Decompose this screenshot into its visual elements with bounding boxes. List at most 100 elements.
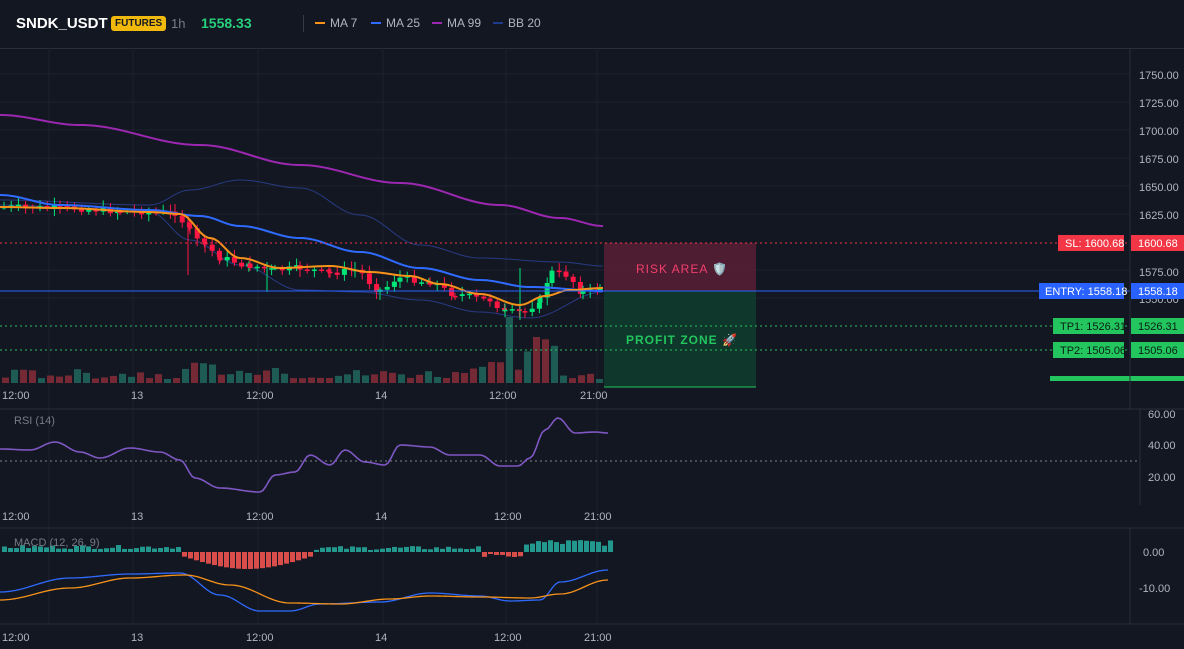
price-axis[interactable]: 1750.00 1725.00 1700.00 1675.00 1650.00 … [1129, 48, 1184, 410]
candle-body [224, 257, 230, 261]
volume-bar [83, 372, 90, 383]
ma25-line [0, 194, 604, 292]
candle-body [419, 282, 425, 284]
time-tick: 12:00 [2, 632, 30, 644]
candle-body [231, 257, 237, 263]
macd-histogram [2, 540, 613, 569]
macd-bar [494, 552, 499, 555]
macd-bar [584, 540, 589, 552]
volume-bar [146, 378, 153, 383]
macd-bar [122, 548, 127, 552]
volume-bar [398, 374, 405, 383]
candle-body [186, 222, 192, 228]
time-tick: 12:00 [246, 511, 274, 523]
volume-bar [200, 363, 207, 383]
candle-body [319, 269, 325, 271]
volume-bar [56, 376, 63, 383]
time-axis-main[interactable]: 12:00 13 12:00 14 12:00 21:00 [2, 390, 608, 402]
candle-body [397, 277, 403, 282]
candle-body [179, 215, 185, 223]
time-tick: 14 [375, 390, 387, 402]
legend-bb20[interactable]: BB 20 [493, 16, 541, 30]
candle-body [334, 272, 340, 275]
macd-bar [380, 548, 385, 552]
macd-tick: -10.00 [1139, 583, 1170, 595]
candlesticks[interactable] [1, 197, 603, 320]
macd-bar [128, 548, 133, 552]
candle-body [544, 283, 550, 298]
macd-bar [278, 552, 283, 566]
volume-bar [47, 375, 54, 383]
candle-body [549, 270, 555, 284]
legend-ma25[interactable]: MA 25 [371, 16, 420, 30]
volume-bar [209, 364, 216, 383]
volume-bar [461, 372, 468, 383]
macd-bar [248, 552, 253, 569]
macd-bar [470, 548, 475, 552]
volume-bar [218, 374, 225, 383]
tp1-axis-tag [1131, 318, 1184, 334]
time-axis-rsi[interactable]: 12:00 13 12:00 14 12:00 21:00 [2, 511, 612, 523]
macd-bar [542, 542, 547, 552]
candle-body [187, 227, 193, 229]
tp2-axis-tag [1131, 342, 1184, 358]
candle-body [239, 262, 245, 267]
legend-ma99[interactable]: MA 99 [432, 16, 481, 30]
candle-body [51, 205, 57, 209]
tp1-axis-value: 1526.31 [1138, 321, 1178, 333]
ma25-path [0, 194, 604, 292]
rsi-tick: 60.00 [1148, 409, 1176, 421]
sl-axis-value: 1600.68 [1138, 238, 1178, 250]
candle-body [269, 268, 275, 270]
symbol-name[interactable]: SNDK_USDT [16, 15, 108, 32]
macd-bar [68, 548, 73, 552]
macd-bar [134, 548, 139, 552]
macd-bar [20, 545, 25, 552]
ma99-path [0, 114, 604, 227]
macd-bar [92, 548, 97, 552]
macd-bar [200, 552, 205, 563]
futures-badge: FUTURES [111, 16, 167, 31]
candle-body [459, 294, 465, 296]
candle-body [502, 309, 508, 312]
macd-bar [206, 552, 211, 564]
macd-bar [104, 548, 109, 552]
ma99-swatch-icon [432, 21, 442, 24]
macd-bar [362, 547, 367, 552]
macd-bar [308, 552, 313, 557]
time-tick: 13 [131, 632, 143, 644]
macd-bar [284, 552, 289, 564]
macd-bar [236, 552, 241, 569]
candle-body [516, 309, 522, 312]
timeframe-label[interactable]: 1h [171, 16, 186, 31]
macd-bar [176, 547, 181, 552]
volume-bar [20, 369, 27, 383]
volume-bar [362, 375, 369, 383]
legend-ma7[interactable]: MA 7 [315, 16, 357, 30]
time-axis-macd[interactable]: 12:00 13 12:00 14 12:00 21:00 [2, 632, 612, 644]
candle-body [449, 287, 455, 296]
rsi-label: RSI (14) [14, 415, 55, 427]
volume-bar [524, 351, 531, 383]
entry-tag-label: ENTRY: 1558.18 [1045, 286, 1127, 298]
volume-bar [110, 375, 117, 383]
rsi-line [0, 417, 609, 493]
macd-bar [56, 548, 61, 552]
volume-bar [164, 378, 171, 383]
rsi-path [0, 417, 609, 493]
macd-bar [218, 552, 223, 567]
signal-line [0, 574, 609, 605]
volume-bar [515, 369, 522, 383]
macd-bar [116, 545, 121, 552]
macd-bar [86, 546, 91, 552]
macd-bar [212, 552, 217, 566]
volume-bar [335, 375, 342, 383]
grid-lines [0, 48, 1130, 624]
time-tick: 12:00 [489, 390, 517, 402]
macd-bar [428, 549, 433, 552]
volume-bar [308, 377, 315, 383]
legend-ma25-label: MA 25 [386, 16, 421, 30]
legend-ma99-label: MA 99 [447, 16, 482, 30]
macd-bar [296, 552, 301, 561]
